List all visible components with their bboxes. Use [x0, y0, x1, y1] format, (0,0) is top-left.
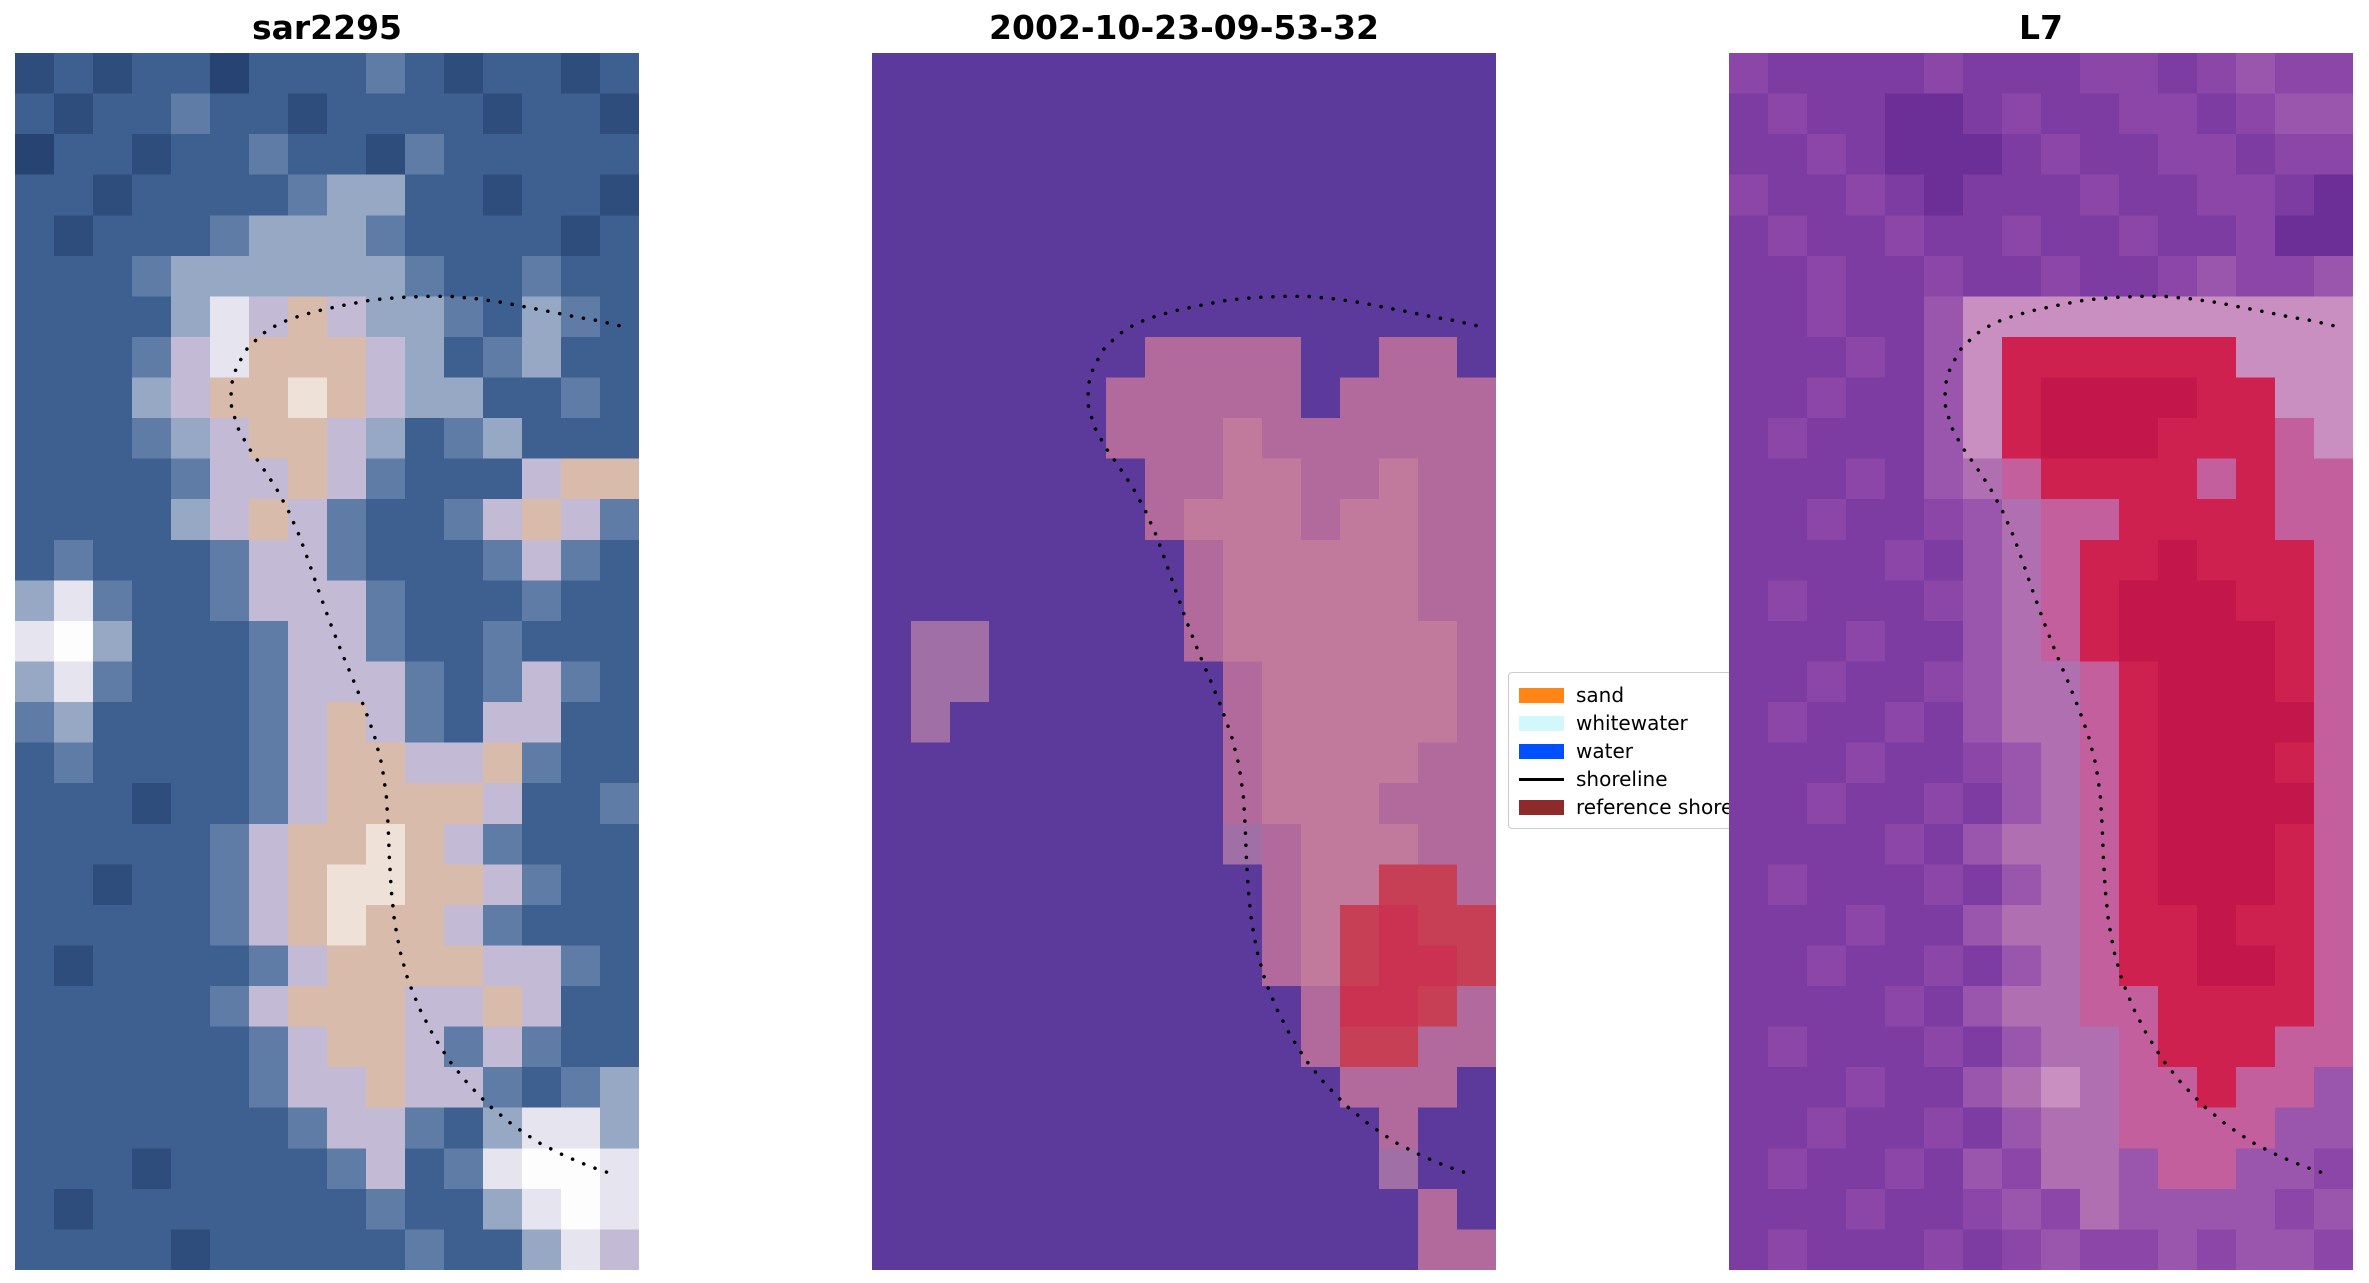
reference-shoreline-swatch: [1519, 799, 1564, 815]
panel-classification: 2002-10-23-09-53-32: [872, 8, 1496, 1270]
legend-label-whitewater: whitewater: [1576, 711, 1688, 735]
water-swatch: [1519, 743, 1564, 759]
panel-sar2295: sar2295: [15, 8, 639, 1270]
panel-l7: L7: [1729, 8, 2353, 1270]
legend-label-shoreline: shoreline: [1576, 767, 1668, 791]
legend-item-water: water: [1519, 737, 1783, 765]
panel-title-classification: 2002-10-23-09-53-32: [989, 8, 1379, 47]
legend-label-sand: sand: [1576, 683, 1625, 707]
classification-image-area: [872, 53, 1496, 1270]
legend-label-water: water: [1576, 739, 1633, 763]
legend-item-sand: sand: [1519, 681, 1783, 709]
panel-title-sar2295: sar2295: [251, 8, 403, 47]
shoreline-line-swatch: [1519, 777, 1564, 781]
classification-image: [872, 53, 1496, 1270]
legend-item-shoreline: shoreline: [1519, 765, 1783, 793]
legend-item-whitewater: whitewater: [1519, 709, 1783, 737]
landsat7-satellite-image: [1729, 53, 2353, 1270]
panel-title-l7: L7: [2019, 8, 2063, 47]
whitewater-swatch: [1519, 715, 1564, 731]
sand-swatch: [1519, 687, 1564, 703]
sar-satellite-image: [15, 53, 639, 1270]
sar-image-area: [15, 53, 639, 1270]
l7-image-area: [1729, 53, 2353, 1270]
